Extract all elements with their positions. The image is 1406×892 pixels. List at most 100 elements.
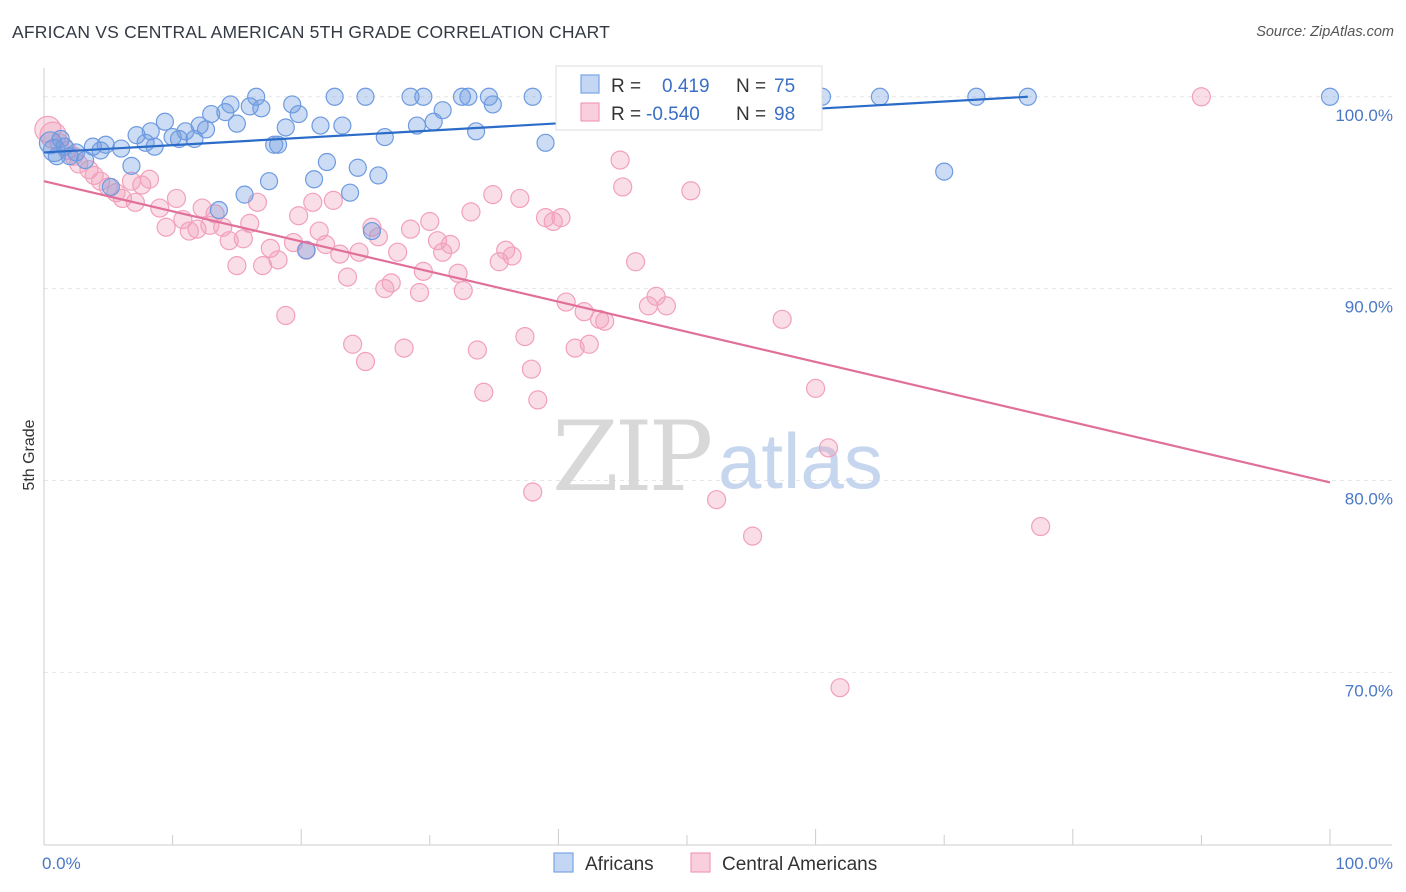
african-point <box>252 99 271 118</box>
series-legend: Africans Central Americans <box>553 852 877 875</box>
y-tick-label: 70.0% <box>1345 681 1393 700</box>
central-american-point <box>579 334 599 354</box>
source-credit: Source: ZipAtlas.com <box>1256 24 1394 40</box>
african-point <box>96 135 115 154</box>
african-point <box>141 122 160 141</box>
african-point <box>155 112 174 131</box>
african-point <box>221 95 240 114</box>
legend-africans-swatch <box>553 852 574 873</box>
central-american-point <box>646 286 666 306</box>
african-point <box>870 87 890 106</box>
african-point <box>227 114 246 133</box>
african-point <box>523 87 542 106</box>
y-axis-label: 5th Grade <box>21 419 38 490</box>
central-american-point <box>830 678 850 698</box>
central-american-point <box>521 359 541 379</box>
y-tick-label: 80.0% <box>1345 489 1393 508</box>
african-point <box>1320 87 1340 106</box>
african-point <box>466 122 486 141</box>
central-american-point <box>1191 87 1212 107</box>
central-american-point <box>156 217 176 237</box>
african-point <box>289 104 308 124</box>
african-point <box>348 158 367 177</box>
central-american-point <box>90 171 111 191</box>
central-american-point <box>461 202 481 222</box>
african-point <box>325 87 344 106</box>
central-american-point <box>818 438 839 458</box>
central-american-point <box>523 482 543 502</box>
central-american-point <box>330 244 350 264</box>
central-americans-points <box>34 87 1212 698</box>
central-americans-r-value: -0.540 <box>646 104 700 125</box>
central-american-point <box>467 340 487 360</box>
gridlines <box>44 96 1392 673</box>
y-tick-label: 100.0% <box>1335 106 1393 125</box>
x-tick-label-max: 100.0% <box>1335 854 1393 873</box>
central-american-point <box>323 190 343 210</box>
central-american-point <box>551 208 571 228</box>
african-point <box>235 185 254 204</box>
x-tick-labels: 0.0% 100.0% <box>42 854 1393 873</box>
central-american-point <box>613 177 633 197</box>
african-point <box>202 104 221 124</box>
african-point <box>356 87 375 106</box>
central-american-point <box>276 305 296 326</box>
central-american-point <box>139 169 160 189</box>
central-american-point <box>381 273 401 293</box>
central-american-point <box>433 242 453 262</box>
legend-africans-label: Africans <box>585 854 654 875</box>
central-american-point <box>510 188 530 209</box>
stats-legend-box <box>555 65 823 131</box>
central-american-point <box>343 334 363 354</box>
african-point <box>259 172 279 191</box>
africans-trend-line <box>43 95 1028 154</box>
central-american-point <box>440 234 460 255</box>
central-american-point <box>355 351 376 372</box>
central-american-point <box>681 181 701 201</box>
african-point <box>209 200 228 220</box>
watermark: ZIP atlas <box>552 401 883 513</box>
africans-r-label: R = <box>611 76 641 97</box>
central-american-point <box>179 221 199 241</box>
african-point <box>414 87 433 106</box>
africans-r-value: 0.419 <box>662 76 710 97</box>
central-american-point <box>742 526 763 546</box>
central-american-point <box>394 338 414 358</box>
central-american-point <box>706 490 727 510</box>
central-american-point <box>187 219 207 239</box>
african-point <box>101 177 120 197</box>
african-point <box>401 87 420 106</box>
central-american-point <box>260 238 280 258</box>
central-american-point <box>268 250 288 270</box>
central-american-point <box>227 256 247 276</box>
african-point <box>452 87 472 106</box>
x-tick-label-min: 0.0% <box>42 854 81 873</box>
central-american-point <box>289 206 309 226</box>
central-american-point <box>453 280 473 301</box>
central-american-point <box>388 242 408 262</box>
central-american-point <box>219 231 239 251</box>
african-point <box>76 150 95 170</box>
central-american-point <box>656 296 677 316</box>
central-americans-trend-line <box>43 180 1331 484</box>
central-american-point <box>420 211 440 232</box>
y-tick-labels: 100.0% 90.0% 80.0% 70.0% <box>1335 106 1393 701</box>
central-americans-r-label: R = <box>611 104 641 125</box>
central-american-point <box>79 160 99 180</box>
trend-lines <box>43 95 1331 484</box>
watermark-atlas: atlas <box>718 417 883 505</box>
central-american-point <box>528 390 548 410</box>
central-american-point <box>474 382 494 402</box>
axes <box>43 68 1392 846</box>
african-point <box>483 95 502 114</box>
central-american-point <box>565 338 585 358</box>
central-american-point <box>362 217 382 237</box>
african-point <box>317 152 337 172</box>
legend-central-americans-swatch <box>690 852 711 873</box>
central-american-point <box>625 252 646 272</box>
african-point <box>375 127 394 147</box>
central-american-point <box>337 267 358 287</box>
central-american-point <box>427 231 448 251</box>
african-point <box>433 101 452 120</box>
